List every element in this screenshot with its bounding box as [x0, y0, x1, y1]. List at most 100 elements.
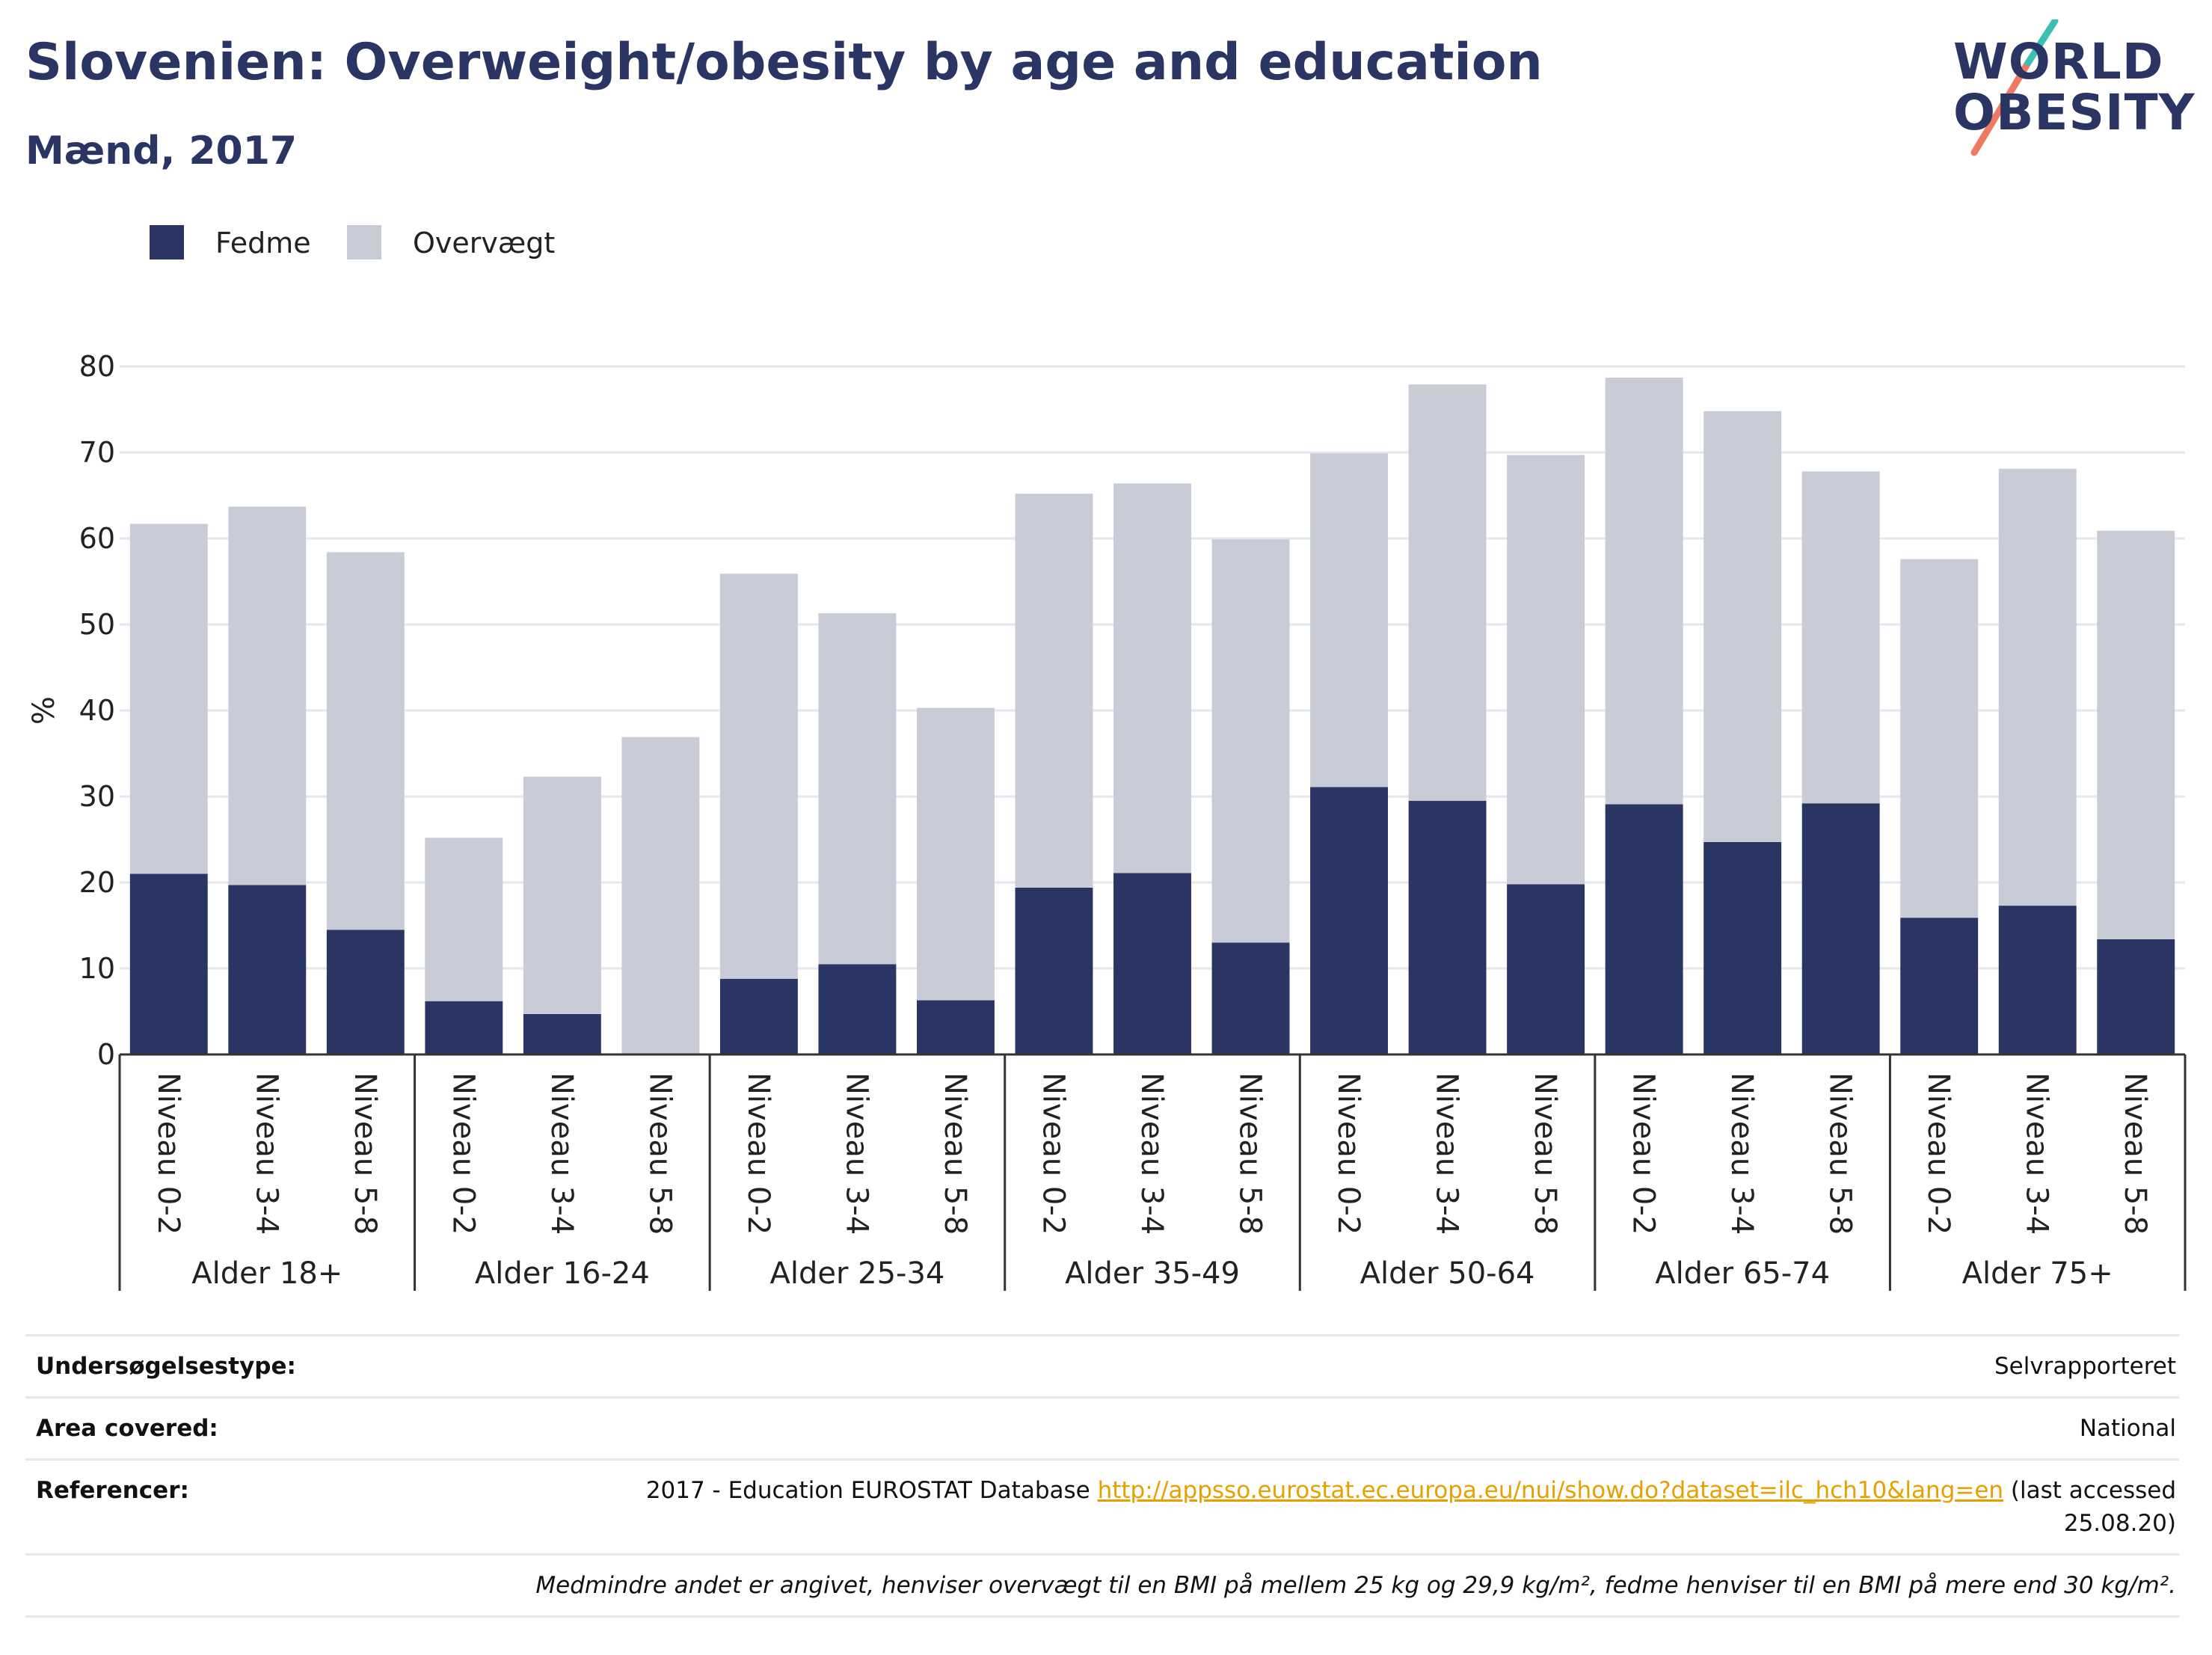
references-suffix: (last accessed [2010, 1477, 2176, 1504]
bar-overvaegt [917, 707, 995, 1001]
info-row-area: Area covered: National [25, 1396, 2179, 1458]
bar-fedme [1113, 873, 1191, 1054]
x-tick-label: Niveau 0-2 [1036, 1072, 1070, 1235]
y-tick-label: 40 [79, 694, 115, 727]
y-tick-label: 70 [79, 436, 115, 469]
group-label: Alder 75+ [1962, 1256, 2113, 1291]
footnote-text: Medmindre andet er angivet, henviser ove… [535, 1572, 2176, 1599]
bar-overvaegt [1900, 559, 1979, 918]
y-tick-label: 80 [79, 350, 115, 383]
bar-overvaegt [1801, 471, 1880, 804]
group-label: Alder 25-34 [769, 1256, 944, 1291]
area-label: Area covered: [36, 1415, 218, 1442]
y-tick-label: 0 [97, 1038, 115, 1071]
bar-fedme [1408, 800, 1487, 1054]
x-tick-label: Niveau 0-2 [1331, 1072, 1365, 1235]
x-tick-label: Niveau 5-8 [2118, 1072, 2152, 1235]
survey-type-label: Undersøgelsestype: [36, 1353, 296, 1380]
x-tick-label: Niveau 3-4 [249, 1072, 283, 1235]
references-link[interactable]: http://appsso.eurostat.ec.europa.eu/nui/… [1097, 1477, 2004, 1504]
bar-fedme [425, 1001, 503, 1054]
bar-overvaegt [326, 552, 405, 930]
x-tick-label: Niveau 0-2 [741, 1072, 775, 1235]
info-table: Undersøgelsestype: Selvrapporteret Area … [25, 1334, 2179, 1618]
group-label: Alder 18+ [191, 1256, 342, 1291]
bar-fedme [1605, 804, 1683, 1054]
bar-fedme [1703, 841, 1782, 1054]
group-label: Alder 16-24 [475, 1256, 650, 1291]
y-tick-label: 60 [79, 522, 115, 555]
bar-overvaegt [1998, 468, 2077, 906]
survey-type-value: Selvrapporteret [1994, 1353, 2176, 1380]
bar-overvaegt [228, 506, 307, 885]
x-tick-label: Niveau 5-8 [348, 1072, 382, 1235]
bar-overvaegt [2097, 530, 2175, 939]
x-tick-label: Niveau 0-2 [151, 1072, 185, 1235]
bar-fedme [326, 930, 405, 1054]
bar-fedme [228, 885, 307, 1054]
x-tick-label: Niveau 3-4 [839, 1072, 873, 1235]
x-tick-label: Niveau 0-2 [446, 1072, 480, 1235]
bar-fedme [1900, 918, 1979, 1054]
bar-overvaegt [719, 574, 798, 979]
references-date: 25.08.20) [2063, 1510, 2176, 1537]
x-tick-label: Niveau 5-8 [1233, 1072, 1268, 1235]
logo-slash-icon [1970, 19, 2059, 156]
bar-overvaegt [523, 776, 601, 1014]
bar-overvaegt [1015, 494, 1093, 888]
group-label: Alder 35-49 [1065, 1256, 1240, 1291]
y-tick-label: 20 [79, 866, 115, 899]
x-tick-label: Niveau 0-2 [1626, 1072, 1661, 1235]
bar-fedme [917, 1000, 995, 1054]
x-tick-label: Niveau 3-4 [1134, 1072, 1169, 1235]
y-tick-label: 30 [79, 780, 115, 813]
logo-line-1: WORLD [1953, 33, 2164, 90]
x-tick-label: Niveau 5-8 [1823, 1072, 1858, 1235]
references-label: Referencer: [36, 1477, 189, 1504]
group-label: Alder 50-64 [1360, 1256, 1535, 1291]
stacked-bar-chart: 0 10 20 30 40 50 60 70 80% Niveau 0-2 Niveau 3-4 Ni… [27, 350, 2187, 1291]
bar-overvaegt [425, 838, 503, 1001]
legend-label-fedme: Fedme [215, 227, 311, 260]
group-label: Alder 65-74 [1655, 1256, 1830, 1291]
bar-fedme [1310, 787, 1388, 1054]
legend-swatch-overvaegt [347, 225, 381, 260]
references-prefix: 2017 - Education EUROSTAT Database [645, 1477, 1090, 1504]
references-value: 2017 - Education EUROSTAT Database http:… [25, 1461, 2179, 1540]
x-tick-label: Niveau 5-8 [938, 1072, 972, 1235]
bar-fedme [1998, 906, 2077, 1054]
bar-overvaegt [1605, 377, 1683, 805]
y-tick-label: 10 [79, 952, 115, 985]
bar-overvaegt [1310, 453, 1388, 787]
info-row-survey-type: Undersøgelsestype: Selvrapporteret [25, 1334, 2179, 1396]
bar-overvaegt [1507, 455, 1585, 885]
bar-fedme [1507, 884, 1585, 1054]
bar-fedme [818, 964, 897, 1054]
bar-fedme [523, 1013, 601, 1054]
x-tick-label: Niveau 5-8 [642, 1072, 677, 1235]
info-row-footnote: Medmindre andet er angivet, henviser ove… [25, 1553, 2179, 1618]
bar-overvaegt [1408, 384, 1487, 801]
y-axis-label: % [27, 696, 61, 725]
info-row-references: Referencer: 2017 - Education EUROSTAT Da… [25, 1458, 2179, 1553]
x-tick-label: Niveau 3-4 [1430, 1072, 1464, 1235]
x-tick-label: Niveau 3-4 [1724, 1072, 1759, 1235]
area-value: National [2079, 1415, 2176, 1442]
bar-overvaegt [818, 613, 897, 965]
x-tick-label: Niveau 0-2 [1921, 1072, 1956, 1235]
bar-fedme [129, 873, 208, 1054]
chart-title: Slovenien: Overweight/obesity by age and… [25, 33, 1543, 92]
y-tick-label: 50 [79, 608, 115, 641]
bar-fedme [1015, 887, 1093, 1054]
bar-overvaegt [621, 737, 700, 1054]
x-tick-label: Niveau 3-4 [2020, 1072, 2054, 1235]
chart-subtitle: Mænd, 2017 [25, 129, 298, 174]
legend-swatch-fedme [150, 225, 184, 260]
legend-label-overvaegt: Overvægt [413, 227, 556, 260]
bar-overvaegt [1211, 539, 1290, 943]
bar-fedme [719, 978, 798, 1054]
bar-overvaegt [129, 523, 208, 874]
bar-fedme [1211, 942, 1290, 1054]
logo-line-2: OBESITY [1953, 84, 2196, 141]
bar-fedme [2097, 939, 2175, 1054]
